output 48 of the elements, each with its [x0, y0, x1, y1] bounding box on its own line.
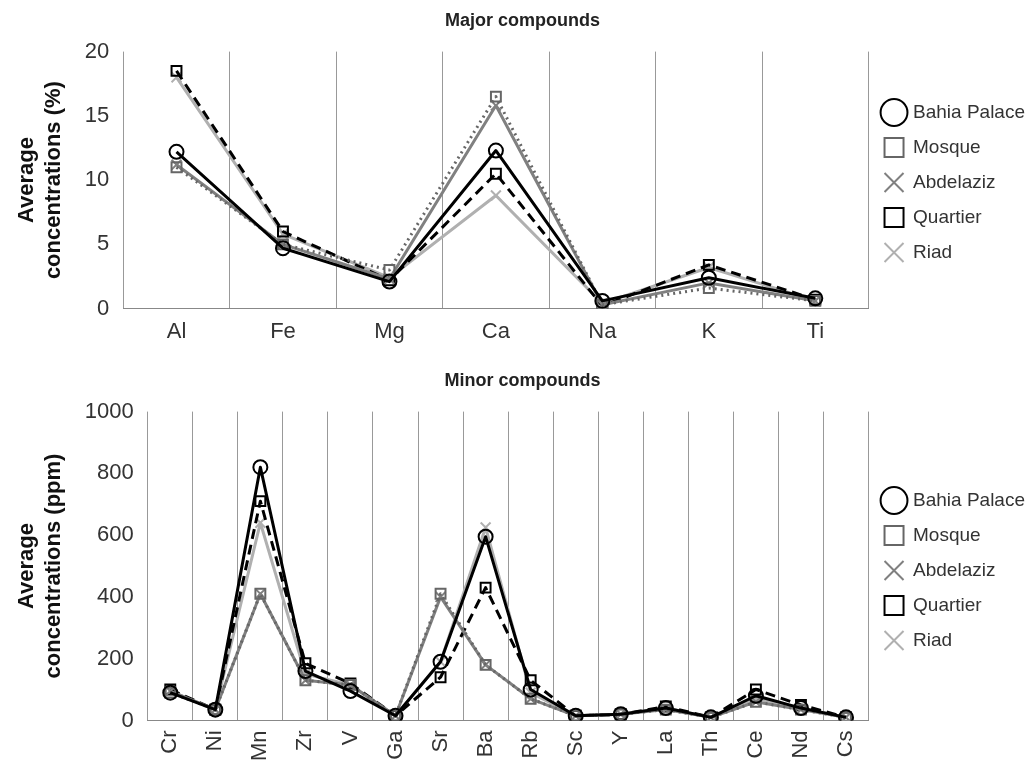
x-tick-label: Al [166, 317, 187, 343]
x-tick-label: Th [696, 730, 722, 757]
x-tick-label: Cr [156, 730, 182, 754]
x-tick-label: Zr [291, 730, 317, 752]
x-tick-label: Sr [426, 730, 452, 753]
y-tick-label: 600 [97, 521, 134, 547]
legend-label: Abdelaziz [913, 558, 996, 580]
y-tick-label: 1000 [84, 397, 134, 423]
y-tick-label: 15 [84, 101, 110, 127]
x-tick-label: Fe [270, 317, 296, 343]
x-tick-label: Na [588, 317, 618, 343]
y-axis-title: Average concentrations (ppm) [13, 453, 65, 679]
legend-label: Bahia Palace [913, 100, 1025, 122]
legend-label: Mosque [913, 523, 981, 545]
legend-label: Riad [913, 240, 953, 262]
x-tick-label: Nd [787, 730, 813, 759]
x-tick-label: Y [606, 730, 632, 746]
y-tick-label: 400 [97, 582, 134, 608]
x-tick-label: Ga [381, 729, 407, 760]
y-tick-label: 0 [121, 706, 134, 732]
x-tick-label: K [701, 317, 717, 343]
x-tick-label: Rb [516, 730, 542, 759]
y-tick-label: 5 [97, 230, 110, 256]
legend-label: Mosque [913, 135, 981, 157]
y-tick-label: 20 [84, 37, 110, 63]
y-axis-title: Average concentrations (%) [13, 81, 65, 280]
x-tick-label: Ca [481, 317, 511, 343]
legend-label: Quartier [913, 205, 983, 227]
x-tick-label: Mg [374, 317, 405, 343]
legend-label: Riad [913, 628, 953, 650]
x-tick-label: Sc [561, 730, 587, 757]
chart-title: Major compounds [444, 9, 601, 30]
x-tick-label: Ba [471, 729, 497, 758]
legend-label: Bahia Palace [913, 488, 1025, 510]
x-tick-label: La [651, 729, 677, 755]
x-tick-label: Ti [806, 317, 825, 343]
y-tick-label: 800 [97, 459, 134, 485]
legend-label: Abdelaziz [913, 170, 996, 192]
x-tick-label: V [336, 730, 362, 746]
x-tick-label: Cs [832, 730, 858, 758]
y-tick-label: 200 [97, 644, 134, 670]
x-tick-label: Mn [246, 730, 272, 761]
x-tick-label: Ce [741, 730, 767, 759]
x-tick-label: Ni [201, 730, 227, 752]
y-tick-label: 10 [84, 166, 110, 192]
legend-label: Quartier [913, 593, 983, 615]
chart-title: Minor compounds [444, 369, 601, 390]
y-tick-label: 0 [97, 294, 110, 320]
